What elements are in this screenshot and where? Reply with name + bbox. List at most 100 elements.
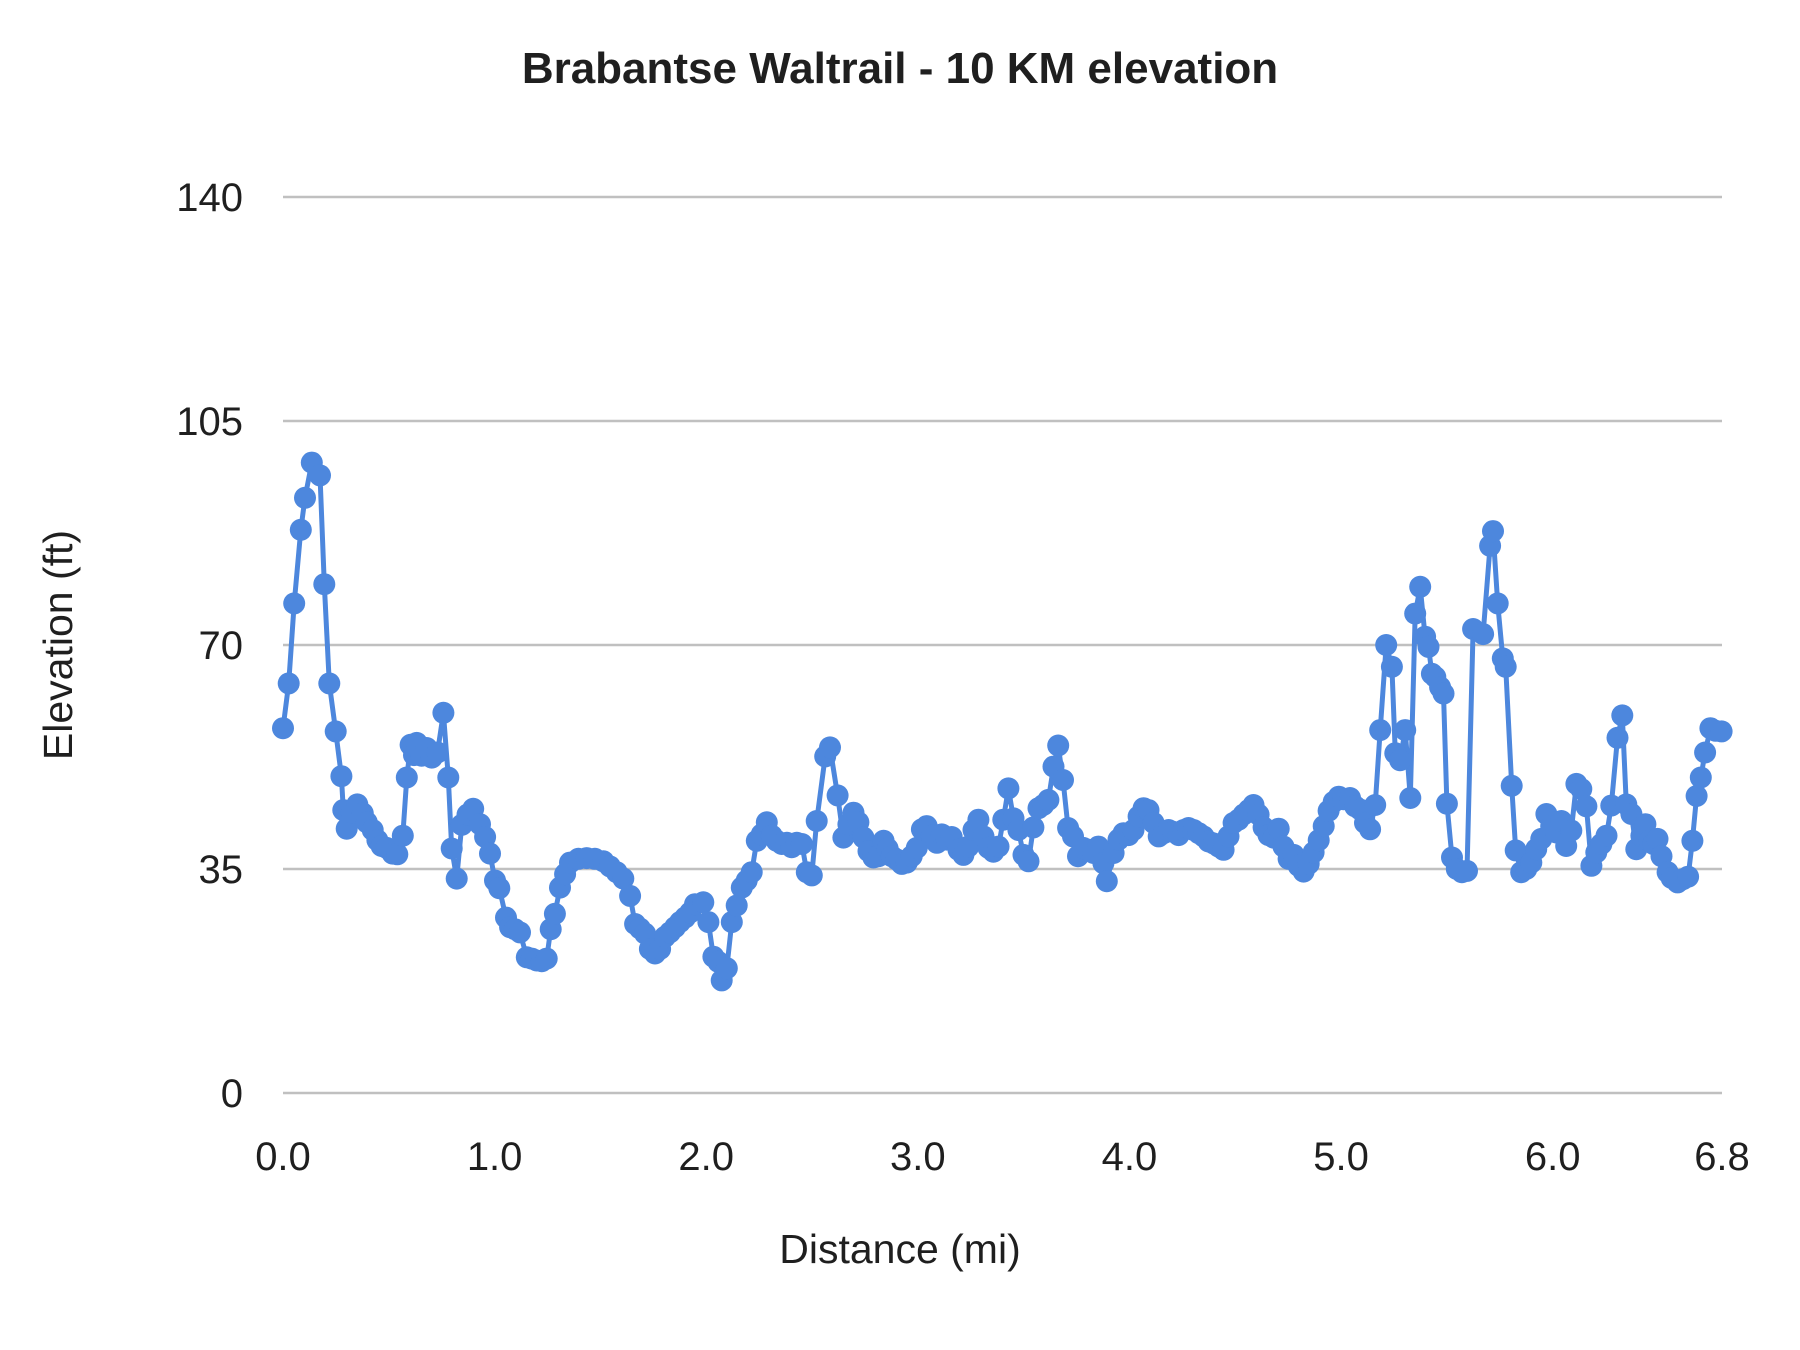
data-point [826,784,849,807]
data-point [440,837,463,860]
data-point [1694,741,1717,764]
data-point [1404,602,1427,625]
data-point [1394,719,1417,742]
data-point [324,720,347,743]
data-point [474,826,497,848]
data-point [697,911,720,934]
x-tick-label: 6.0 [1525,1135,1581,1179]
data-point [479,842,501,865]
data-point [1611,704,1634,727]
data-point [1689,766,1712,789]
data-point [386,843,409,866]
data-point [725,894,748,917]
x-axis-title: Distance (mi) [779,1226,1020,1272]
data-point [1486,592,1509,615]
data-point [318,672,341,695]
x-tick-label: 6.8 [1694,1135,1750,1179]
data-point [535,947,558,970]
data-point [488,877,511,900]
data-point [277,672,300,695]
data-point [1482,520,1504,543]
data-point [509,921,531,944]
gridlines [283,195,1722,1095]
data-point [1435,792,1458,815]
data-point [1494,655,1517,678]
data-point [1634,813,1657,836]
data-point [612,867,635,890]
y-tick-label: 70 [199,624,244,668]
data-point [1017,850,1040,873]
data-point [1399,787,1422,809]
data-point [1369,719,1392,742]
data-point [819,736,841,759]
data-point [1417,635,1440,658]
y-tick-label: 105 [176,400,243,444]
x-tick-label: 2.0 [678,1135,734,1179]
data-point [805,810,828,832]
data-point [720,911,743,934]
data-point [1267,817,1290,840]
data-point [289,518,312,541]
elevation-line [280,460,1725,983]
chart-title: Brabantse Waltrail - 10 KM elevation [522,44,1278,93]
data-point [1560,819,1583,842]
data-point [432,701,455,724]
data-point [330,765,353,788]
data-point [445,867,468,890]
data-point [1052,769,1074,791]
y-tick-label: 140 [176,176,243,220]
data-point [283,592,306,615]
data-point [313,573,336,596]
data-point [395,766,418,789]
data-point [272,717,294,740]
data-point [1022,816,1045,839]
data-point [1375,634,1398,656]
series-layer [272,451,1733,992]
data-point [1685,785,1708,807]
data-point [1570,778,1593,800]
data-point [1389,749,1412,772]
data-point [740,861,763,884]
data-point [294,486,316,509]
data-point [1595,824,1618,847]
data-point [1095,870,1118,893]
data-point [692,891,715,914]
data-point [1432,682,1455,705]
data-point [987,835,1010,858]
data-point [967,808,990,831]
x-tick-label: 0.0 [255,1135,311,1179]
data-point [997,777,1020,800]
x-tick-label: 1.0 [467,1135,523,1179]
data-point [1500,774,1523,797]
data-point [1504,839,1527,862]
x-tick-label: 3.0 [890,1135,946,1179]
data-point [1380,655,1403,678]
x-tick-label: 5.0 [1313,1135,1369,1179]
data-point [437,766,460,789]
data-point [1359,818,1382,841]
data-point [619,884,642,907]
data-point [715,957,738,980]
data-point [309,464,331,487]
data-point [426,741,449,764]
x-axis-tick-labels: 0.0 1.0 2.0 3.0 4.0 5.0 6.0 6.8 [255,1135,1750,1179]
data-point [1646,827,1669,850]
data-point [1037,788,1060,811]
data-point [543,902,566,925]
y-tick-label: 35 [199,848,244,892]
data-point [1047,734,1070,757]
data-point [1710,720,1733,743]
data-point [1575,795,1598,818]
data-point [1606,726,1629,749]
x-tick-label: 4.0 [1102,1135,1158,1179]
data-point [1364,794,1387,816]
data-point [1456,859,1478,882]
data-point [800,864,823,887]
data-point [1681,829,1704,852]
data-point [1677,865,1700,888]
data-point [790,833,813,855]
data-point [391,824,414,847]
data-point [1472,623,1495,646]
